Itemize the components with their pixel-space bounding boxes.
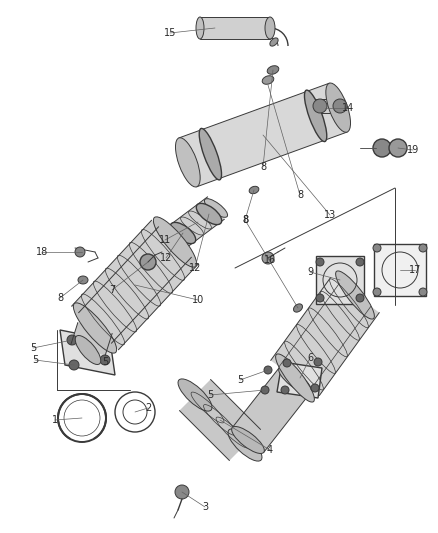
Circle shape bbox=[316, 258, 324, 266]
Circle shape bbox=[100, 355, 110, 365]
Ellipse shape bbox=[199, 128, 222, 180]
Text: 16: 16 bbox=[264, 255, 276, 265]
Text: 15: 15 bbox=[164, 28, 176, 38]
Text: 5: 5 bbox=[32, 355, 38, 365]
Polygon shape bbox=[179, 83, 347, 187]
Text: 5: 5 bbox=[207, 390, 213, 400]
Ellipse shape bbox=[249, 187, 259, 193]
Circle shape bbox=[333, 99, 347, 113]
Text: 5: 5 bbox=[30, 343, 36, 353]
Text: 2: 2 bbox=[145, 403, 151, 413]
Circle shape bbox=[356, 294, 364, 302]
Polygon shape bbox=[71, 220, 198, 350]
Ellipse shape bbox=[164, 229, 187, 247]
Ellipse shape bbox=[336, 271, 374, 319]
Ellipse shape bbox=[196, 17, 204, 39]
Ellipse shape bbox=[293, 304, 303, 312]
Ellipse shape bbox=[78, 276, 88, 284]
Text: 7: 7 bbox=[109, 285, 115, 295]
Polygon shape bbox=[60, 330, 115, 375]
Circle shape bbox=[140, 254, 156, 270]
Polygon shape bbox=[180, 379, 261, 461]
Text: 12: 12 bbox=[189, 263, 201, 273]
Circle shape bbox=[69, 360, 79, 370]
Circle shape bbox=[419, 288, 427, 296]
Bar bbox=[374, 244, 426, 296]
Circle shape bbox=[373, 244, 381, 252]
Circle shape bbox=[356, 258, 364, 266]
Polygon shape bbox=[71, 322, 112, 356]
Circle shape bbox=[419, 244, 427, 252]
Circle shape bbox=[75, 247, 85, 257]
Ellipse shape bbox=[178, 379, 212, 411]
Text: 4: 4 bbox=[267, 445, 273, 455]
Ellipse shape bbox=[270, 38, 278, 46]
Text: 8: 8 bbox=[297, 190, 303, 200]
Ellipse shape bbox=[73, 303, 117, 353]
Ellipse shape bbox=[276, 354, 314, 402]
Circle shape bbox=[373, 139, 391, 157]
Text: 6: 6 bbox=[307, 353, 313, 363]
Ellipse shape bbox=[228, 429, 262, 461]
Ellipse shape bbox=[232, 426, 265, 454]
Text: 18: 18 bbox=[36, 247, 48, 257]
Text: 14: 14 bbox=[342, 103, 354, 113]
Ellipse shape bbox=[279, 367, 311, 393]
Circle shape bbox=[283, 359, 291, 367]
Circle shape bbox=[281, 386, 289, 394]
Ellipse shape bbox=[170, 222, 196, 244]
Ellipse shape bbox=[304, 90, 327, 142]
Bar bbox=[316, 99, 344, 113]
Polygon shape bbox=[277, 362, 322, 398]
Circle shape bbox=[262, 252, 274, 264]
Circle shape bbox=[175, 485, 189, 499]
Text: 13: 13 bbox=[324, 210, 336, 220]
Text: 8: 8 bbox=[242, 215, 248, 225]
Text: 9: 9 bbox=[307, 267, 313, 277]
Ellipse shape bbox=[205, 199, 228, 217]
Polygon shape bbox=[271, 277, 379, 395]
Text: 5: 5 bbox=[102, 357, 108, 367]
Bar bbox=[316, 256, 364, 304]
Text: 8: 8 bbox=[260, 162, 266, 172]
Circle shape bbox=[389, 139, 407, 157]
Text: 3: 3 bbox=[202, 502, 208, 512]
Ellipse shape bbox=[75, 335, 101, 365]
Text: 8: 8 bbox=[242, 215, 248, 225]
Ellipse shape bbox=[196, 204, 222, 224]
Ellipse shape bbox=[265, 17, 275, 39]
Text: 19: 19 bbox=[407, 145, 419, 155]
Circle shape bbox=[264, 366, 272, 374]
Circle shape bbox=[311, 384, 319, 392]
Ellipse shape bbox=[176, 138, 200, 187]
Ellipse shape bbox=[267, 66, 279, 74]
Circle shape bbox=[373, 288, 381, 296]
Polygon shape bbox=[232, 368, 311, 453]
Ellipse shape bbox=[262, 76, 274, 84]
Text: 17: 17 bbox=[409, 265, 421, 275]
Text: 8: 8 bbox=[57, 293, 63, 303]
Circle shape bbox=[314, 358, 322, 366]
Polygon shape bbox=[168, 197, 224, 249]
Text: 10: 10 bbox=[192, 295, 204, 305]
Circle shape bbox=[67, 335, 77, 345]
Text: 12: 12 bbox=[160, 253, 172, 263]
Polygon shape bbox=[200, 17, 270, 39]
Circle shape bbox=[261, 386, 269, 394]
Text: 5: 5 bbox=[237, 375, 243, 385]
Circle shape bbox=[316, 294, 324, 302]
Circle shape bbox=[313, 99, 327, 113]
Ellipse shape bbox=[326, 83, 350, 132]
Ellipse shape bbox=[153, 217, 197, 267]
Text: 11: 11 bbox=[159, 235, 171, 245]
Text: 1: 1 bbox=[52, 415, 58, 425]
